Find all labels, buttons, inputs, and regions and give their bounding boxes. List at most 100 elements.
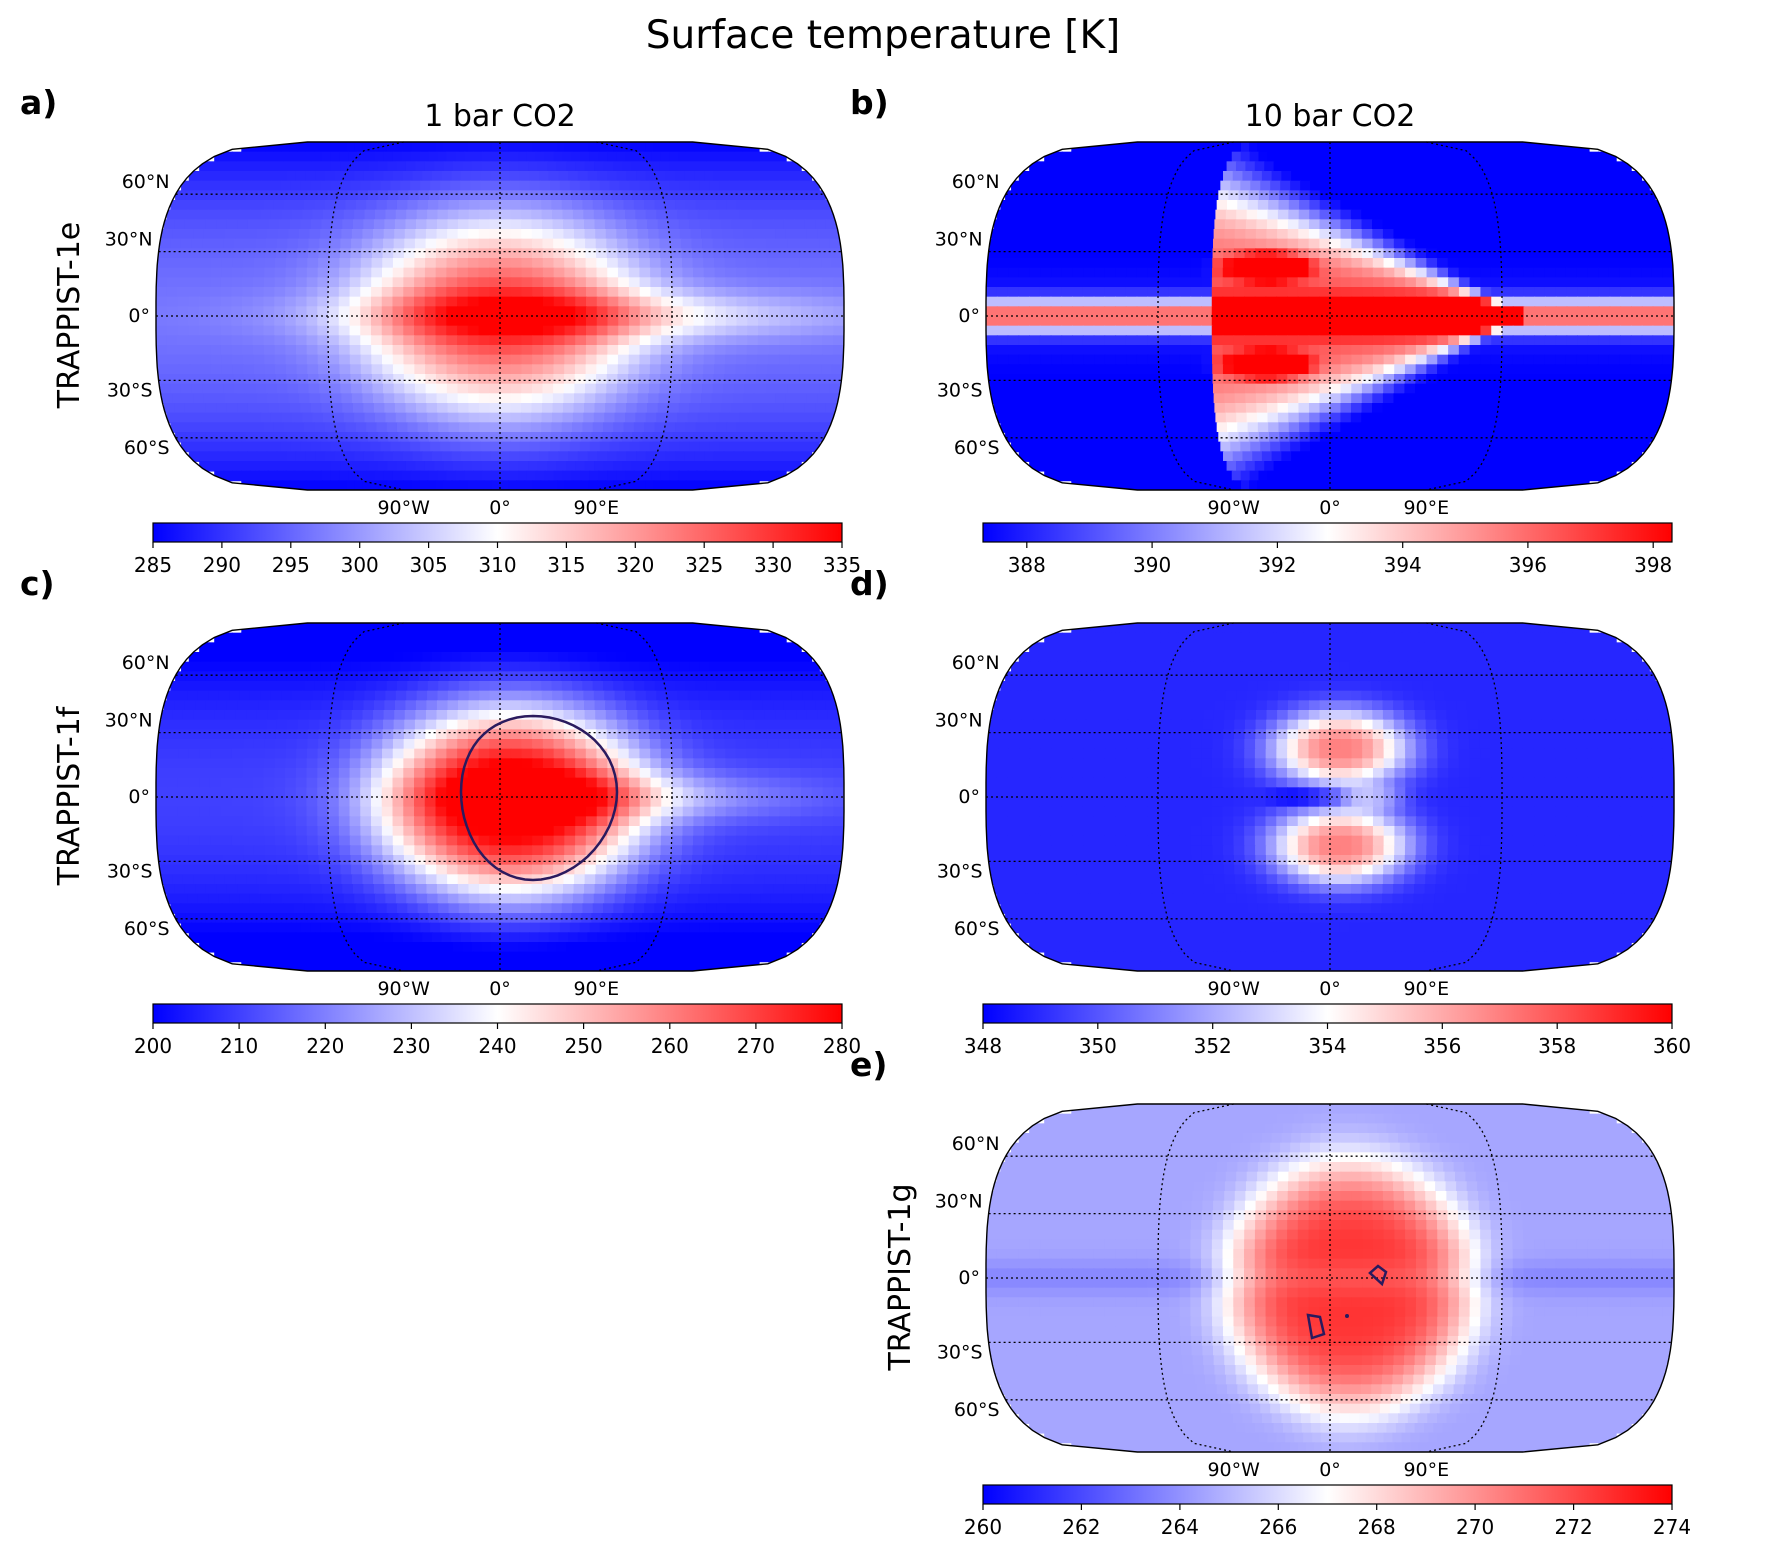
heatmap-cell — [1559, 180, 1571, 192]
heatmap-cell — [1662, 267, 1675, 279]
heatmap-cell — [343, 209, 356, 221]
heatmap-cell — [1198, 461, 1209, 472]
heatmap-cell — [1158, 345, 1170, 356]
heatmap-cell — [679, 229, 692, 240]
heatmap-cell — [1161, 219, 1174, 230]
heatmap-cell — [1310, 171, 1322, 182]
heatmap-cell — [189, 364, 202, 375]
heatmap-cell — [1523, 325, 1536, 337]
heatmap-cell — [1548, 142, 1558, 153]
heatmap-cell — [1594, 190, 1606, 201]
heatmap-cell — [1287, 403, 1300, 414]
heatmap-cell — [1614, 432, 1626, 443]
heatmap-cell — [1362, 248, 1374, 259]
heatmap-cell — [672, 432, 684, 443]
heatmap-cell — [709, 180, 721, 192]
longitude-label: 0° — [1319, 497, 1341, 519]
heatmap-cell — [425, 393, 438, 404]
heatmap-cell — [321, 403, 333, 414]
heatmap-cell — [1390, 190, 1402, 201]
heatmap-cell — [702, 480, 712, 491]
heatmap-cell — [198, 451, 210, 462]
heatmap-cell — [1393, 219, 1405, 230]
heatmap-cell — [404, 383, 416, 395]
heatmap-cell — [1458, 364, 1471, 375]
heatmap-cell — [575, 296, 587, 308]
heatmap-cell — [1381, 422, 1393, 433]
heatmap-cell — [1079, 470, 1090, 482]
heatmap-cell — [1394, 296, 1407, 308]
heatmap-cell — [638, 374, 651, 385]
heatmap-cell — [340, 180, 352, 192]
heatmap-cell — [1639, 422, 1651, 433]
heatmap-cell — [489, 316, 501, 327]
heatmap-cell — [764, 432, 776, 443]
heatmap-cell — [1160, 461, 1172, 472]
heatmap-cell — [726, 480, 736, 491]
heatmap-cell — [460, 180, 471, 192]
heatmap-cell — [424, 267, 437, 279]
heatmap-cell — [1077, 219, 1090, 230]
heatmap-cell — [354, 412, 366, 424]
heatmap-cell — [1136, 335, 1149, 346]
heatmap-cell — [500, 422, 512, 433]
heatmap-cell — [226, 403, 239, 414]
heatmap-cell — [767, 200, 780, 211]
heatmap-cell — [360, 364, 373, 375]
heatmap-cell — [1566, 306, 1579, 317]
heatmap-cell — [1340, 403, 1352, 414]
heatmap-cell — [1224, 219, 1237, 230]
heatmap-cell — [604, 209, 616, 221]
heatmap-cell — [592, 422, 604, 433]
heatmap-cell — [1205, 209, 1217, 221]
heatmap-cell — [349, 161, 360, 172]
heatmap-cell — [675, 451, 686, 462]
heatmap-cell — [669, 161, 680, 172]
heatmap-cell — [177, 325, 190, 337]
heatmap-cell — [461, 652, 472, 663]
heatmap-cell — [639, 258, 651, 269]
heatmap-cell — [1641, 306, 1654, 317]
heatmap-cell — [373, 219, 386, 230]
heatmap-cell — [1149, 238, 1161, 250]
heatmap-cell — [220, 306, 233, 317]
heatmap-cell — [553, 277, 566, 288]
row-label-trappist-1g: TRAPPIST-1g — [883, 1183, 918, 1371]
heatmap-cell — [800, 277, 813, 288]
heatmap-cell — [1480, 277, 1492, 288]
heatmap-cell — [1157, 432, 1169, 443]
heatmap-cell — [185, 190, 197, 201]
heatmap-cell — [603, 161, 614, 172]
heatmap-cell — [280, 661, 292, 673]
heatmap-cell — [739, 209, 751, 221]
heatmap-cell — [339, 374, 352, 385]
heatmap-cell — [500, 219, 512, 230]
heatmap-cell — [1588, 316, 1600, 327]
heatmap-cell — [1002, 229, 1014, 240]
heatmap-cell — [1559, 441, 1571, 453]
heatmap-cell — [191, 441, 202, 453]
heatmap-cell — [1226, 422, 1239, 433]
heatmap-cell — [470, 180, 481, 192]
heatmap-cell — [1517, 470, 1528, 482]
heatmap-cell — [1222, 296, 1235, 308]
heatmap-cell — [510, 219, 522, 230]
heatmap-cell — [617, 248, 630, 259]
heatmap-cell — [521, 316, 534, 327]
heatmap-cell — [256, 652, 268, 663]
heatmap-cell — [532, 316, 544, 327]
heatmap-cell — [605, 219, 617, 230]
heatmap-cell — [1181, 393, 1194, 404]
heatmap-cell — [407, 422, 419, 433]
heatmap-cell — [1509, 180, 1521, 192]
heatmap-cell — [1127, 374, 1139, 385]
heatmap-cell — [1038, 461, 1049, 472]
heatmap-cell — [768, 354, 780, 366]
heatmap-cell — [704, 325, 716, 337]
heatmap-cell — [1536, 422, 1548, 433]
heatmap-cell — [1469, 258, 1481, 269]
heatmap-cell — [331, 403, 344, 414]
heatmap-cell — [349, 267, 362, 279]
heatmap-cell — [681, 374, 694, 385]
heatmap-cell — [1372, 345, 1385, 356]
